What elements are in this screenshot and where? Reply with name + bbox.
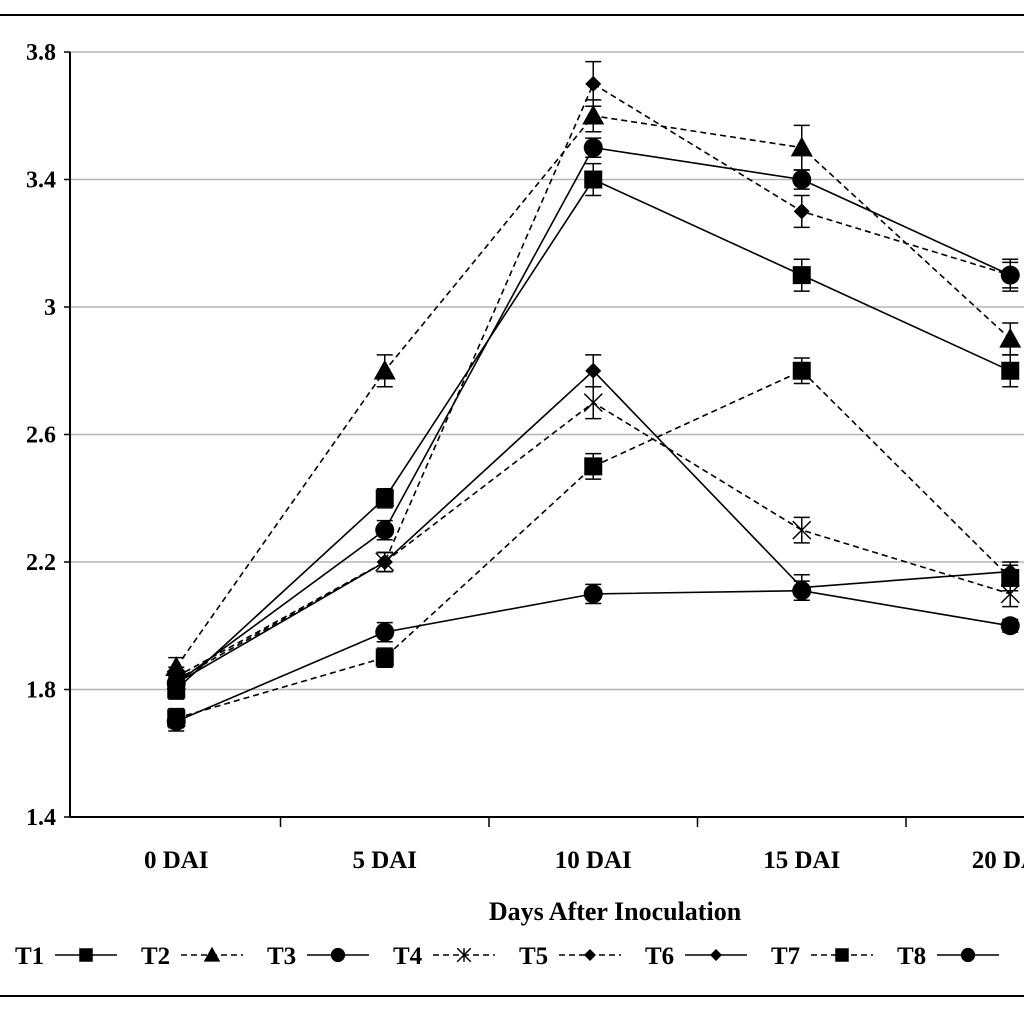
legend-label: T6 xyxy=(645,943,674,970)
triangle-marker xyxy=(790,136,813,157)
circle-marker xyxy=(792,170,812,189)
circle-marker xyxy=(1000,616,1020,636)
diamond-marker xyxy=(710,949,722,961)
legend-entry-t2: T2 xyxy=(141,943,243,970)
triangle-marker xyxy=(582,104,605,125)
legend-label: T8 xyxy=(897,943,926,970)
diamond-marker xyxy=(793,203,810,220)
legend-entry-t5: T5 xyxy=(519,943,621,970)
square-marker xyxy=(375,489,394,508)
circle-marker xyxy=(166,711,186,731)
circle-marker xyxy=(960,947,976,963)
diamond-marker xyxy=(1002,267,1019,284)
y-tick-label: 1.8 xyxy=(26,678,56,704)
series-t8 xyxy=(166,580,1020,732)
x-tick-label: 15 DAI xyxy=(763,847,840,874)
circle-marker xyxy=(330,947,346,963)
legend-label: T5 xyxy=(519,943,548,970)
y-tick-label: 3.4 xyxy=(26,168,56,194)
square-marker xyxy=(584,457,603,476)
y-tick-label: 3.8 xyxy=(26,40,56,66)
legend: T1 T2 T3 T4 T5 T6 T7 T8 xyxy=(15,943,999,970)
legend-entry-t8: T8 xyxy=(897,943,999,970)
star-marker xyxy=(583,393,603,413)
y-tick-label: 3 xyxy=(44,295,56,321)
square-marker xyxy=(792,266,811,285)
legend-label: T4 xyxy=(393,943,423,970)
legend-entry-t7: T7 xyxy=(771,943,873,970)
square-marker xyxy=(375,648,394,667)
circle-marker xyxy=(792,581,812,601)
circle-marker xyxy=(375,520,395,540)
y-tick-label: 2.2 xyxy=(26,550,56,576)
y-tick-label: 2.6 xyxy=(26,423,56,449)
diamond-marker xyxy=(585,75,602,92)
legend-label: T7 xyxy=(771,943,800,970)
x-axis-title: Days After Inoculation xyxy=(489,897,742,926)
triangle-marker xyxy=(999,327,1022,348)
square-marker xyxy=(1001,568,1020,587)
diamond-marker xyxy=(584,949,596,961)
axes xyxy=(64,51,1024,827)
legend-label: T2 xyxy=(141,943,170,970)
y-tick-label: 1.4 xyxy=(26,805,56,831)
square-marker xyxy=(584,170,603,189)
triangle-marker xyxy=(203,946,221,962)
square-marker xyxy=(1001,361,1020,380)
x-tick-label: 5 DAI xyxy=(352,847,417,874)
x-tick-label: 10 DAI xyxy=(555,847,632,874)
square-marker xyxy=(79,948,93,962)
triangle-marker xyxy=(373,359,396,380)
diamond-marker xyxy=(168,675,185,692)
diamond-marker xyxy=(585,362,602,379)
legend-entry-t3: T3 xyxy=(267,943,369,970)
star-marker xyxy=(456,947,472,963)
gridlines xyxy=(70,51,1024,691)
x-tick-label: 0 DAI xyxy=(144,847,209,874)
circle-marker xyxy=(583,584,603,604)
diamond-marker xyxy=(376,554,393,570)
square-marker xyxy=(792,361,811,380)
x-tick-label: 20 DAI xyxy=(972,847,1024,874)
legend-entry-t1: T1 xyxy=(15,943,117,970)
series-group xyxy=(165,60,1022,732)
series-t2 xyxy=(165,99,1022,678)
tick-labels: 1.4 1.8 2.2 2.6 3 3.4 3.8 0 DAI 5 DAI 10 DAI 15 DA… xyxy=(26,40,1024,874)
square-marker xyxy=(835,948,849,962)
legend-entry-t6: T6 xyxy=(645,943,747,970)
legend-label: T3 xyxy=(267,943,296,970)
circle-marker xyxy=(583,138,603,158)
legend-entry-t4: T4 xyxy=(393,943,495,970)
circle-marker xyxy=(375,622,395,642)
legend-label: T1 xyxy=(15,943,44,970)
star-marker xyxy=(792,520,812,540)
